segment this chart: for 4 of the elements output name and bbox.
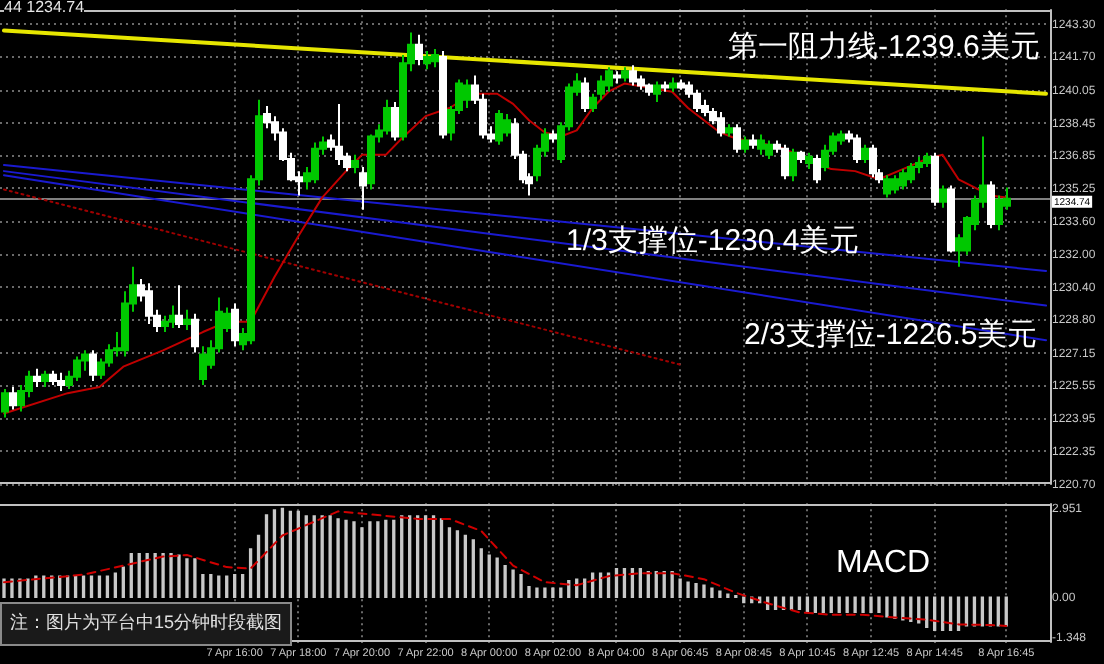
annotation: MACD	[836, 546, 931, 582]
annotation: 注：图片为平台中15分钟时段截图	[0, 602, 293, 646]
annotation: 44 1234.74	[4, 0, 85, 18]
annotation: 第一阻力线-1239.6美元	[728, 30, 1040, 65]
